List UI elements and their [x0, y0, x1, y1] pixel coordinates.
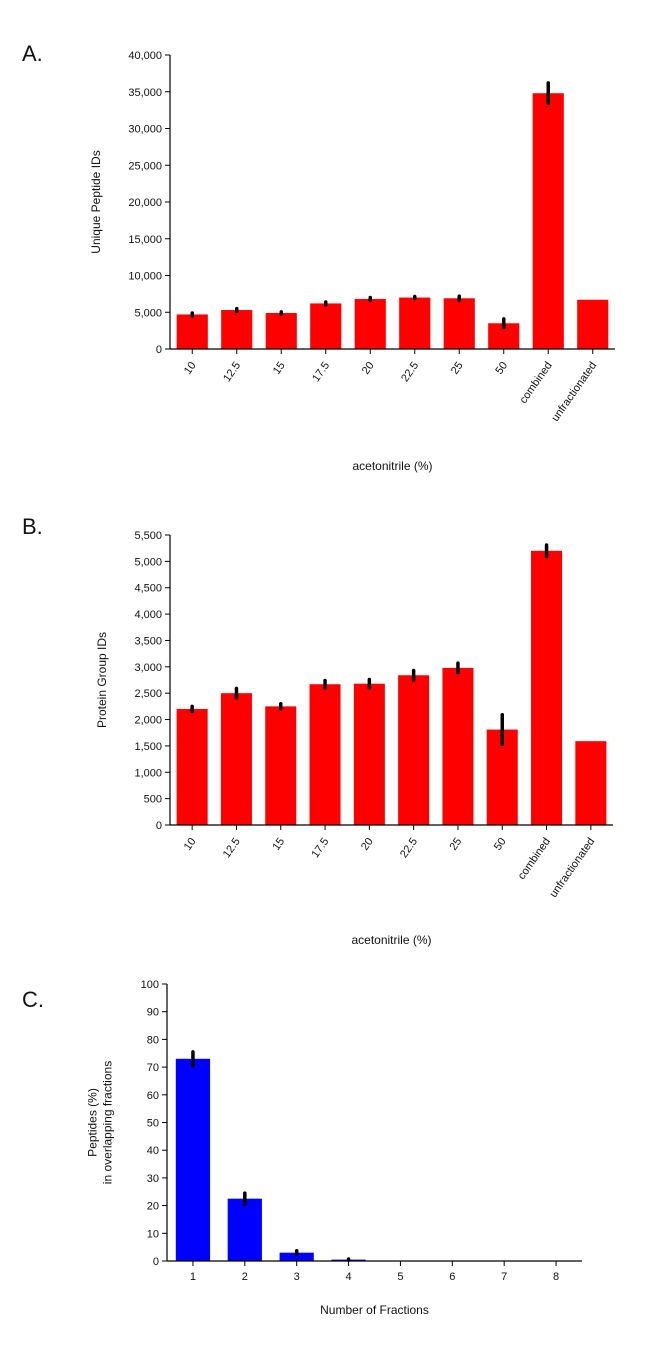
y-tick-label: 4,500 — [134, 583, 162, 595]
y-tick-label: 70 — [147, 1062, 159, 1074]
y-tick-label: 1,000 — [134, 767, 162, 779]
bar — [531, 550, 563, 825]
y-tick-label: 100 — [141, 979, 159, 991]
bar — [309, 684, 341, 825]
x-tick-label: 25 — [448, 836, 465, 853]
x-tick-label: 17.5 — [309, 836, 331, 860]
panel-c: C. 0 10 20 30 40 50 60 70 80 90 100 1 2 3 4 5 6 7 8 Number … — [0, 965, 650, 1359]
x-tick-label: 25 — [449, 360, 466, 377]
bar — [399, 297, 431, 349]
x-tick-label: unfractionated — [549, 360, 599, 424]
x-tick-label: 12.5 — [221, 836, 243, 860]
x-tick-label: combined — [518, 360, 555, 406]
x-tick-label: 5 — [397, 1271, 403, 1283]
bar — [575, 741, 607, 825]
y-tick-label: 0 — [156, 344, 162, 356]
y-tick-label: 10,000 — [128, 271, 162, 283]
bar — [310, 303, 342, 349]
overlapping-fractions-chart: 0 10 20 30 40 50 60 70 80 90 100 1 2 3 4 5 6 7 8 Number of … — [86, 979, 582, 1317]
bar — [227, 1198, 262, 1261]
bar — [577, 299, 609, 349]
y-tick-label: 40,000 — [128, 50, 162, 62]
panel-letter: A. — [22, 41, 43, 66]
x-tick-label: 8 — [553, 1271, 559, 1283]
bar — [353, 683, 385, 825]
x-tick-label: 4 — [346, 1271, 352, 1283]
panel-letter: C. — [22, 987, 44, 1012]
y-tick-label: 20,000 — [128, 197, 162, 209]
y-tick-label: 10 — [147, 1228, 159, 1240]
x-tick-label: 3 — [294, 1271, 300, 1283]
bar — [220, 693, 252, 825]
y-tick-label: 25,000 — [128, 160, 162, 172]
unique-peptide-chart: 0 5,000 10,000 15,000 20,000 25,000 30,000 35,0… — [89, 50, 615, 473]
y-tick-label: 15,000 — [128, 234, 162, 246]
y-tick-label: 5,000 — [134, 307, 162, 319]
y-axis-label: Peptides (%) — [86, 1088, 100, 1157]
x-tick-label: 17.5 — [310, 360, 332, 384]
panel-a: A. 0 5,000 10,000 15,000 20,000 25,000 30,000 3… — [0, 0, 650, 490]
x-tick-label: 15 — [270, 836, 287, 853]
bar — [265, 706, 297, 825]
x-tick-label: 10 — [182, 836, 199, 853]
bar — [265, 312, 297, 349]
x-tick-label: 12.5 — [221, 360, 243, 384]
y-tick-label: 5,000 — [134, 556, 162, 568]
bar — [532, 93, 564, 349]
panel-b: B. 0 500 1,000 1,500 2,000 2,500 3,000 3,500 4,0… — [0, 490, 650, 965]
y-tick-label: 35,000 — [128, 87, 162, 99]
x-tick-label: 20 — [360, 360, 377, 377]
y-tick-label: 90 — [147, 1007, 159, 1019]
y-tick-label: 3,000 — [134, 662, 162, 674]
y-tick-label: 1,500 — [134, 741, 162, 753]
bar — [176, 314, 208, 349]
y-tick-label: 4,000 — [134, 609, 162, 621]
x-tick-label: combined — [516, 836, 553, 882]
x-tick-label: 22.5 — [399, 360, 421, 384]
bar — [279, 1252, 314, 1261]
x-tick-label: 50 — [493, 360, 510, 377]
y-tick-label: 60 — [147, 1090, 159, 1102]
y-tick-label: 0 — [153, 1256, 159, 1268]
bar — [442, 667, 474, 825]
x-axis-label: Number of Fractions — [320, 1303, 429, 1317]
y-axis-label: in overlapping fractions — [101, 1061, 115, 1184]
bar — [354, 299, 386, 349]
y-tick-label: 30,000 — [128, 124, 162, 136]
bar — [176, 709, 208, 825]
y-tick-label: 40 — [147, 1145, 159, 1157]
y-axis-label: Unique Peptide IDs — [89, 150, 103, 253]
bar — [175, 1058, 211, 1261]
y-tick-label: 80 — [147, 1034, 159, 1046]
x-tick-label: 50 — [492, 836, 509, 853]
bar — [443, 298, 475, 349]
y-tick-label: 5,500 — [134, 530, 162, 542]
y-tick-label: 20 — [147, 1201, 159, 1213]
x-axis-label: acetonitrile (%) — [351, 933, 431, 947]
x-tick-label: unfractionated — [547, 836, 597, 900]
x-tick-label: 20 — [359, 836, 376, 853]
y-tick-label: 2,500 — [134, 688, 162, 700]
x-tick-label: 15 — [271, 360, 288, 377]
y-axis-label: Protein Group IDs — [95, 632, 109, 728]
y-tick-label: 3,500 — [134, 635, 162, 647]
x-tick-label: 10 — [182, 360, 199, 377]
x-tick-label: 22.5 — [398, 836, 420, 860]
y-tick-label: 50 — [147, 1118, 159, 1130]
protein-group-chart: 0 500 1,000 1,500 2,000 2,500 3,000 3,500 4,000 4… — [95, 530, 613, 947]
bar — [221, 310, 253, 349]
y-tick-label: 0 — [156, 820, 162, 832]
x-tick-label: 6 — [449, 1271, 455, 1283]
y-tick-label: 2,000 — [134, 715, 162, 727]
x-tick-label: 7 — [501, 1271, 507, 1283]
x-tick-label: 2 — [242, 1271, 248, 1283]
bar — [398, 675, 430, 825]
x-axis-label: acetonitrile (%) — [352, 459, 432, 473]
x-tick-label: 1 — [190, 1271, 196, 1283]
panel-letter: B. — [22, 514, 43, 539]
y-tick-label: 30 — [147, 1173, 159, 1185]
y-tick-label: 500 — [144, 794, 162, 806]
